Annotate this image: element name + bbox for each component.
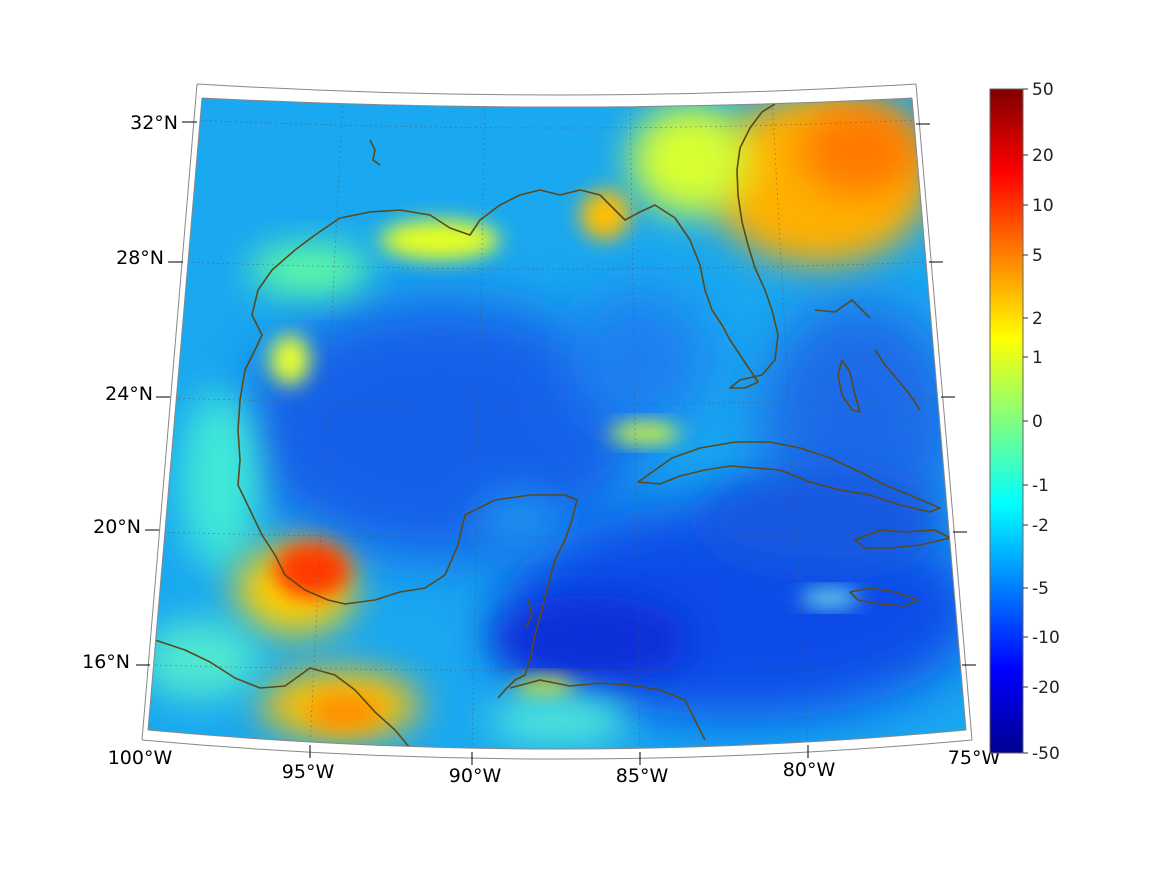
lon-label-100w: 100°W	[108, 747, 173, 769]
parallel-16n	[149, 664, 963, 671]
map-frame	[141, 83, 973, 760]
florida-georgia-core	[800, 105, 920, 195]
lat-label-28n: 28°N	[116, 247, 164, 269]
colorbar-label-neg2: -2	[1032, 516, 1049, 536]
colorbar-label-20: 20	[1032, 146, 1054, 166]
guatemala-mid	[148, 620, 260, 700]
meridian-90w	[471, 98, 486, 749]
colorbar-label-neg5: -5	[1032, 579, 1049, 599]
colorbar-label-10: 10	[1032, 196, 1054, 216]
lat-label-16n: 16°N	[82, 651, 130, 673]
florida-coast	[579, 103, 779, 389]
yucatan-north-mid	[475, 490, 565, 550]
bahamas-north	[814, 299, 871, 319]
colorbar-label-neg10: -10	[1032, 628, 1060, 648]
colorbar-label-neg1: -1	[1032, 476, 1049, 496]
lon-label-85w: 85°W	[616, 765, 669, 787]
colorbar-label-1: 1	[1032, 348, 1043, 368]
parallel-28n	[181, 261, 931, 270]
data-field	[148, 98, 966, 749]
colorbar-gradient	[989, 88, 1024, 754]
parallel-24n	[167, 397, 944, 405]
lon-label-80w: 80°W	[783, 759, 836, 781]
lon-label-95w: 95°W	[282, 761, 335, 783]
lat-label-24n: 24°N	[105, 383, 153, 405]
cuba-south-low	[700, 470, 940, 570]
colorbar-ticks	[1023, 88, 1028, 754]
west-gulf-patch	[270, 335, 310, 385]
colorbar-label-neg20: -20	[1032, 678, 1060, 698]
lat-label-20n: 20°N	[93, 516, 141, 538]
texas-coast-mid	[250, 245, 370, 295]
colorbar-label-50: 50	[1032, 80, 1054, 100]
lat-labels: 32°N 28°N 24°N 20°N 16°N	[82, 112, 178, 673]
colorbar-label-5: 5	[1032, 246, 1043, 266]
lon-label-75w: 75°W	[948, 747, 1001, 769]
yucatan-channel-low	[490, 595, 690, 685]
central-america-coast	[154, 639, 411, 749]
jamaica-patch	[800, 590, 860, 606]
mexico-coast-mid	[180, 390, 260, 570]
bahamas-andros	[837, 359, 861, 413]
lake-pontchartrain	[369, 139, 381, 166]
meridian-80w	[771, 98, 809, 746]
colorbar-label-0: 0	[1032, 412, 1043, 432]
north-gulf-coast-high	[380, 220, 500, 260]
cuba	[637, 441, 941, 513]
lon-labels: 100°W 95°W 90°W 85°W 80°W 75°W	[108, 747, 1001, 787]
honduras-mid	[490, 695, 630, 745]
colorbar: 50 20 10 5 2 1 0 -1 -2 -5 -10 -20 -50	[989, 80, 1060, 764]
panhandle-high	[580, 190, 630, 240]
gulf-east-low	[570, 290, 710, 430]
graticule	[149, 98, 963, 749]
colorbar-label-2: 2	[1032, 309, 1043, 329]
bay-of-campeche-high	[274, 542, 350, 598]
coastlines	[154, 103, 951, 749]
lon-label-90w: 90°W	[449, 765, 502, 787]
honduras-coast	[509, 679, 706, 741]
jamaica	[849, 587, 919, 607]
lat-label-32n: 32°N	[130, 112, 178, 134]
parallel-20n	[157, 531, 956, 539]
axis-ticks	[136, 121, 976, 765]
bahamas-east	[874, 349, 921, 411]
cuba-north-patch	[610, 423, 680, 443]
north-florida-transition	[630, 105, 750, 215]
yucatan-islands	[525, 599, 533, 629]
meridian-95w	[309, 98, 344, 746]
central-america-core	[310, 694, 380, 730]
gulf-coast-us-mexico	[237, 189, 581, 699]
meridian-85w	[629, 98, 641, 749]
colorbar-label-neg50: -50	[1032, 744, 1060, 764]
